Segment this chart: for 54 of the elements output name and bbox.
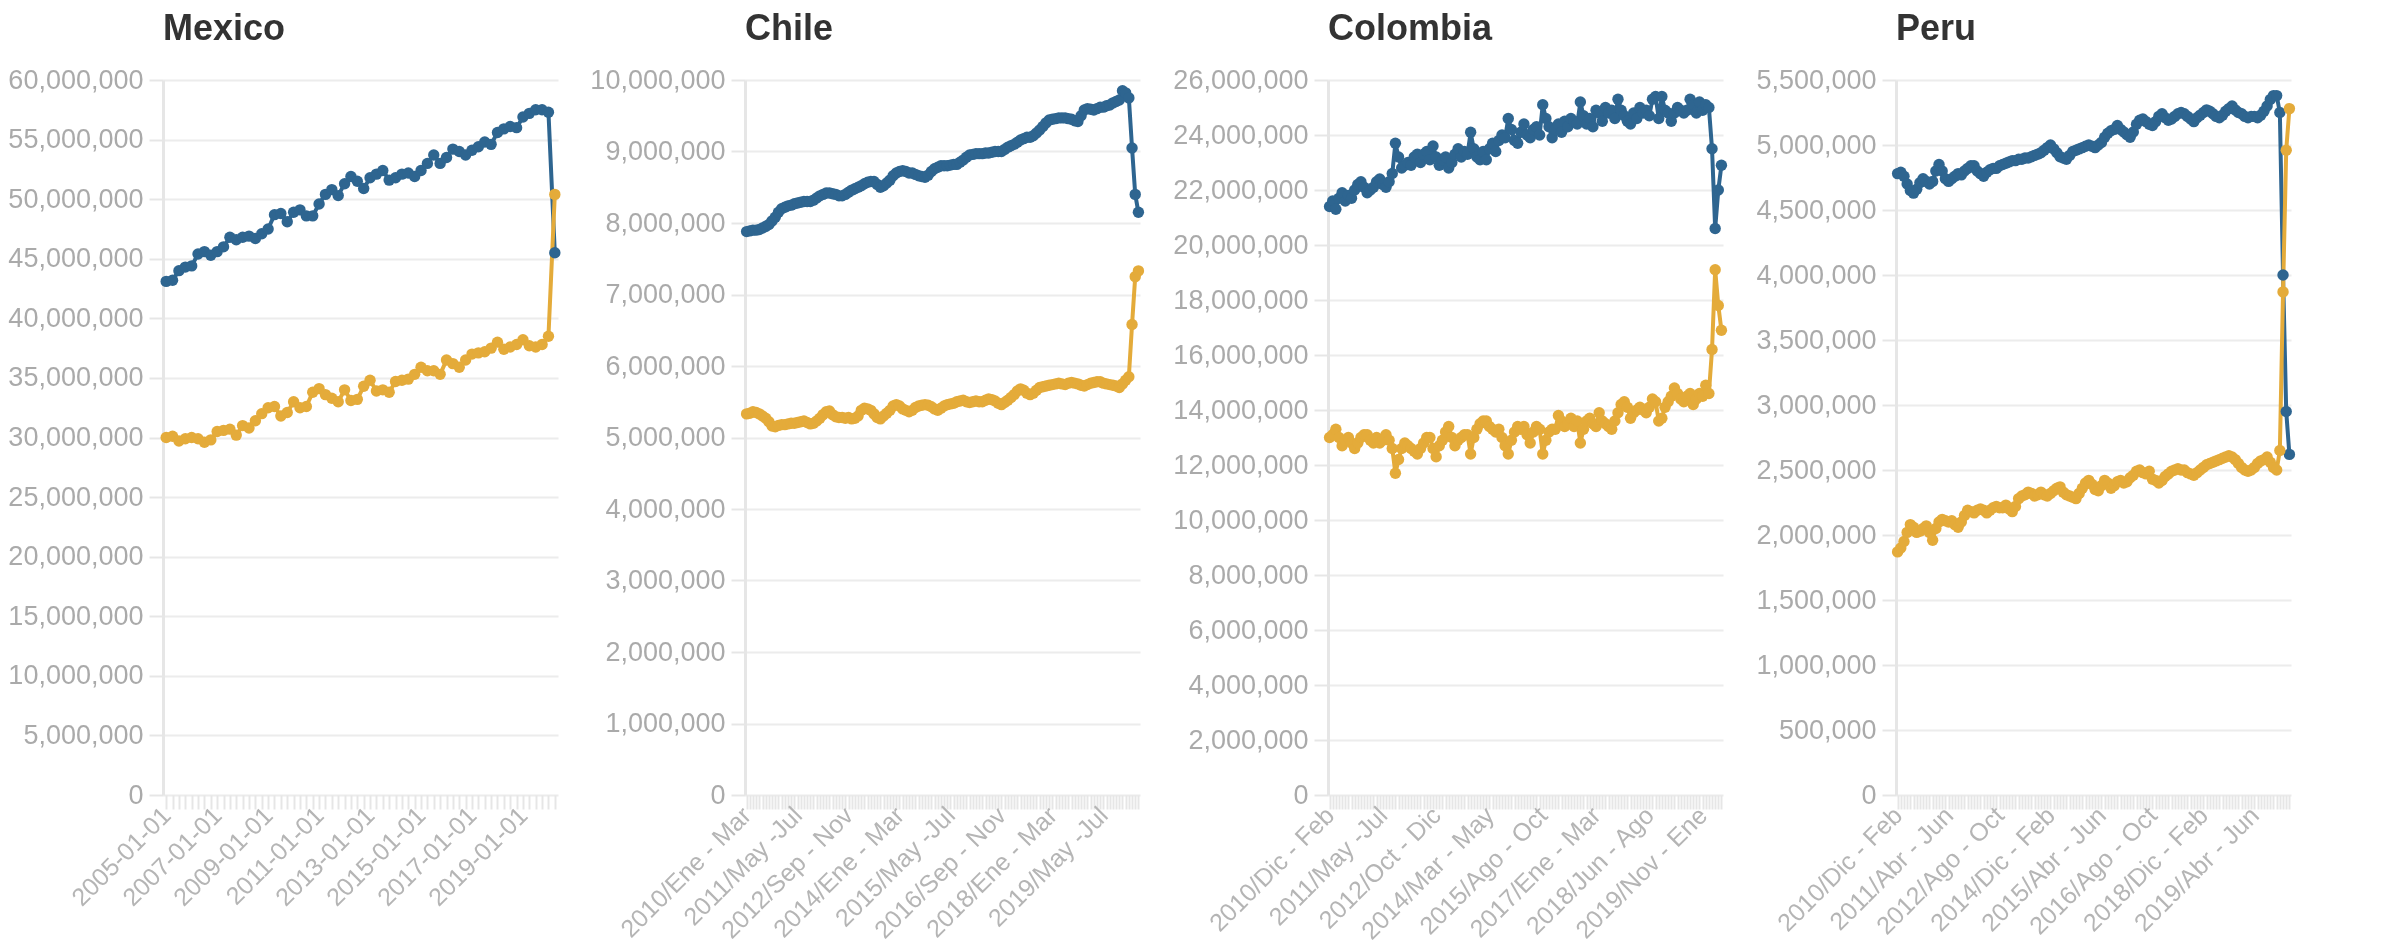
chart-title: Colombia	[1328, 7, 1493, 48]
y-tick-label: 1,500,000	[1756, 584, 1877, 615]
y-tick-label: 8,000,000	[605, 207, 726, 238]
y-tick-label: 5,500,000	[1756, 64, 1877, 95]
y-tick-label: 20,000,000	[8, 541, 144, 572]
y-tick-label: 30,000,000	[8, 422, 144, 452]
y-tick-label: 9,000,000	[605, 136, 726, 166]
y-tick-label: 3,500,000	[1756, 324, 1877, 355]
chart-title: Peru	[1896, 7, 1977, 48]
y-tick-label: 45,000,000	[8, 243, 144, 274]
y-tick-label: 0	[710, 779, 726, 810]
y-tick-label: 50,000,000	[8, 183, 144, 214]
y-tick-label: 4,000,000	[1756, 259, 1877, 290]
y-tick-label: 40,000,000	[8, 302, 144, 333]
y-tick-label: 1,000,000	[1756, 649, 1877, 680]
y-tick-label: 25,000,000	[8, 481, 144, 512]
y-tick-label: 26,000,000	[1173, 64, 1309, 95]
y-tick-label: 4,000,000	[605, 493, 726, 524]
y-tick-label: 4,500,000	[1756, 194, 1877, 225]
y-tick-label: 14,000,000	[1173, 394, 1309, 425]
y-tick-label: 18,000,000	[1173, 284, 1309, 315]
y-tick-label: 16,000,000	[1173, 339, 1309, 370]
y-tick-label: 2,000,000	[605, 636, 726, 667]
chart-title: Mexico	[163, 7, 286, 48]
y-tick-label: 7,000,000	[605, 279, 726, 309]
y-tick-label: 12,000,000	[1173, 449, 1309, 480]
y-tick-label: 0	[128, 779, 144, 810]
y-tick-label: 5,000,000	[605, 422, 726, 452]
y-tick-label: 10,000,000	[1173, 504, 1309, 535]
y-tick-label: 500,000	[1778, 714, 1877, 745]
chart-title: Chile	[745, 7, 834, 48]
y-tick-label: 60,000,000	[8, 64, 144, 95]
y-tick-label: 6,000,000	[605, 350, 726, 381]
y-tick-label: 35,000,000	[8, 362, 144, 393]
y-tick-label: 5,000,000	[23, 719, 144, 750]
y-tick-label: 3,000,000	[1756, 389, 1877, 420]
y-tick-label: 10,000,000	[590, 64, 726, 95]
y-tick-label: 2,000,000	[1188, 724, 1309, 755]
y-tick-label: 4,000,000	[1188, 669, 1309, 700]
y-tick-label: 2,500,000	[1756, 454, 1877, 485]
y-tick-label: 6,000,000	[1188, 614, 1309, 645]
y-tick-label: 0	[1293, 779, 1309, 810]
y-tick-label: 5,000,000	[1756, 129, 1877, 160]
y-tick-label: 0	[1861, 779, 1877, 810]
y-tick-label: 24,000,000	[1173, 119, 1309, 150]
y-tick-label: 55,000,000	[8, 124, 144, 155]
y-tick-label: 10,000,000	[8, 660, 144, 691]
y-tick-label: 15,000,000	[8, 600, 144, 631]
y-tick-label: 8,000,000	[1188, 559, 1309, 590]
y-tick-label: 2,000,000	[1756, 519, 1877, 550]
y-tick-label: 3,000,000	[605, 565, 726, 595]
y-tick-label: 1,000,000	[605, 708, 726, 738]
y-tick-label: 22,000,000	[1173, 174, 1309, 205]
y-tick-label: 20,000,000	[1173, 229, 1309, 260]
